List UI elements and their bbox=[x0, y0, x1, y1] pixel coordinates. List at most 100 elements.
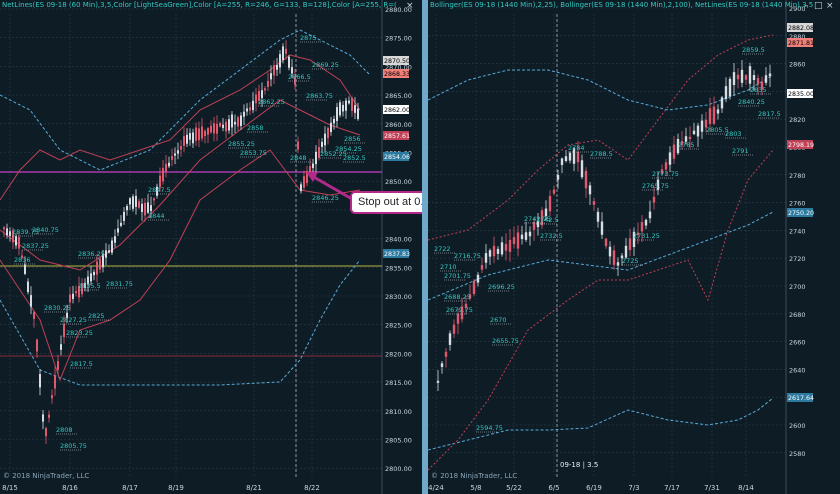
net-line-label: 2862.25 bbox=[258, 98, 285, 106]
net-line-label: 2827.25 bbox=[60, 316, 87, 324]
price-tick-label: 2600 bbox=[789, 422, 806, 430]
candle-body bbox=[576, 151, 580, 163]
price-tick-label: 2825.00 bbox=[385, 322, 412, 330]
candle-body bbox=[448, 333, 452, 345]
net-line-label: 2808 bbox=[56, 426, 73, 434]
candle-body bbox=[732, 72, 736, 86]
candle-body bbox=[488, 250, 492, 257]
candle-body bbox=[688, 136, 692, 140]
net-line-label: 2830.25 bbox=[44, 304, 71, 312]
net-line-label: 2791 bbox=[732, 147, 749, 155]
panel-divider[interactable] bbox=[422, 0, 428, 494]
candle-body bbox=[492, 245, 496, 257]
candle-body bbox=[75, 291, 77, 294]
candle-body bbox=[452, 324, 456, 334]
candle-body bbox=[468, 294, 472, 299]
candle-body bbox=[306, 171, 308, 183]
date-tick-label: 4/24 bbox=[428, 484, 444, 492]
left-chart-canvas[interactable]: 2880.00 2875.00 2870.00 2865.00 2860.00 2855.… bbox=[0, 0, 422, 494]
candle-body bbox=[318, 146, 320, 158]
candle-body bbox=[285, 48, 287, 54]
candle-body bbox=[354, 105, 356, 113]
price-tick-label: 2800.00 bbox=[385, 465, 412, 473]
maximize-icon[interactable]: □ bbox=[814, 1, 823, 11]
price-tick-label: 2640 bbox=[789, 366, 806, 374]
net-line-label: 2866.5 bbox=[288, 73, 311, 81]
candle-body bbox=[114, 236, 116, 243]
candle-body bbox=[189, 133, 191, 140]
candle-body bbox=[249, 107, 251, 111]
right-chart-panel[interactable]: 2900288028602840282028002780276027402720… bbox=[428, 0, 840, 494]
candle-body bbox=[480, 265, 484, 270]
price-tick-label: 2700 bbox=[789, 283, 806, 291]
candle-body bbox=[632, 231, 636, 248]
candle-body bbox=[207, 128, 209, 135]
date-tick-label: 5/22 bbox=[506, 484, 522, 492]
candle-body bbox=[524, 232, 528, 240]
candle-body bbox=[144, 202, 146, 216]
candle-body bbox=[276, 65, 278, 70]
price-tag-bg bbox=[787, 89, 813, 98]
candle-body bbox=[704, 119, 708, 128]
candle-body bbox=[544, 208, 548, 217]
candle-body bbox=[156, 186, 158, 196]
net-line-label: 2863.75 bbox=[306, 92, 333, 100]
candle-body bbox=[279, 54, 281, 68]
right-close-icon[interactable]: × bbox=[826, 1, 834, 11]
candle-body bbox=[69, 294, 71, 303]
price-tick-label: 2835.00 bbox=[385, 264, 412, 272]
lower-keltner-band bbox=[0, 149, 361, 382]
lower-bollinger-25 bbox=[428, 149, 774, 471]
candle-body bbox=[9, 231, 11, 236]
left-chart-panel[interactable]: 2880.00 2875.00 2870.00 2865.00 2860.00 2855.… bbox=[0, 0, 446, 494]
candle-body bbox=[90, 273, 92, 282]
candle-body bbox=[183, 136, 185, 146]
candle-body bbox=[201, 126, 203, 139]
candle-body bbox=[752, 75, 756, 80]
candle-body bbox=[252, 100, 254, 111]
price-tick-label: 2850.00 bbox=[385, 178, 412, 186]
left-close-icon[interactable]: × bbox=[406, 1, 414, 11]
candle-body bbox=[604, 238, 608, 247]
candle-body bbox=[255, 94, 257, 104]
price-tag-bg bbox=[383, 69, 409, 78]
candle-body bbox=[99, 258, 101, 270]
date-tick-label: 6/19 bbox=[586, 484, 602, 492]
candle-body bbox=[636, 232, 640, 235]
candle-body bbox=[225, 121, 227, 132]
candle-body bbox=[612, 250, 616, 265]
candle-body bbox=[321, 141, 323, 147]
date-tick-label: 6/5 bbox=[548, 484, 559, 492]
candle-body bbox=[123, 211, 125, 221]
candle-body bbox=[516, 232, 520, 249]
net-line-label: 2823.25 bbox=[66, 329, 93, 337]
price-tag-label: 2857.61 bbox=[384, 133, 410, 140]
price-tag-bg bbox=[383, 131, 409, 140]
upper-bollinger-100 bbox=[428, 69, 774, 111]
price-tag-bg bbox=[787, 140, 813, 149]
candle-body bbox=[57, 361, 59, 370]
candle-body bbox=[21, 255, 23, 258]
minimize-icon[interactable]: – bbox=[804, 1, 809, 11]
candle-body bbox=[264, 88, 266, 91]
price-tag-label: 2835.00 bbox=[788, 91, 814, 98]
price-tag-bg bbox=[787, 23, 813, 32]
candle-body bbox=[552, 189, 556, 194]
candle-body bbox=[756, 78, 760, 85]
candle-body bbox=[472, 280, 476, 294]
candle-body bbox=[267, 80, 269, 87]
net-line-label: 2852.5 bbox=[343, 154, 366, 162]
candle-body bbox=[764, 75, 768, 83]
candle-body bbox=[512, 237, 516, 244]
candle-body bbox=[440, 363, 444, 367]
right-chart-canvas[interactable]: 2900288028602840282028002780276027402720… bbox=[428, 0, 840, 494]
candle-body bbox=[105, 250, 107, 258]
candle-body bbox=[132, 196, 134, 209]
date-tick-label: 7/17 bbox=[664, 484, 680, 492]
candle-body bbox=[660, 169, 664, 175]
candle-body bbox=[213, 123, 215, 134]
candle-body bbox=[339, 102, 341, 116]
candle-body bbox=[716, 109, 720, 114]
candle-body bbox=[548, 195, 552, 212]
candle-body bbox=[39, 374, 41, 388]
